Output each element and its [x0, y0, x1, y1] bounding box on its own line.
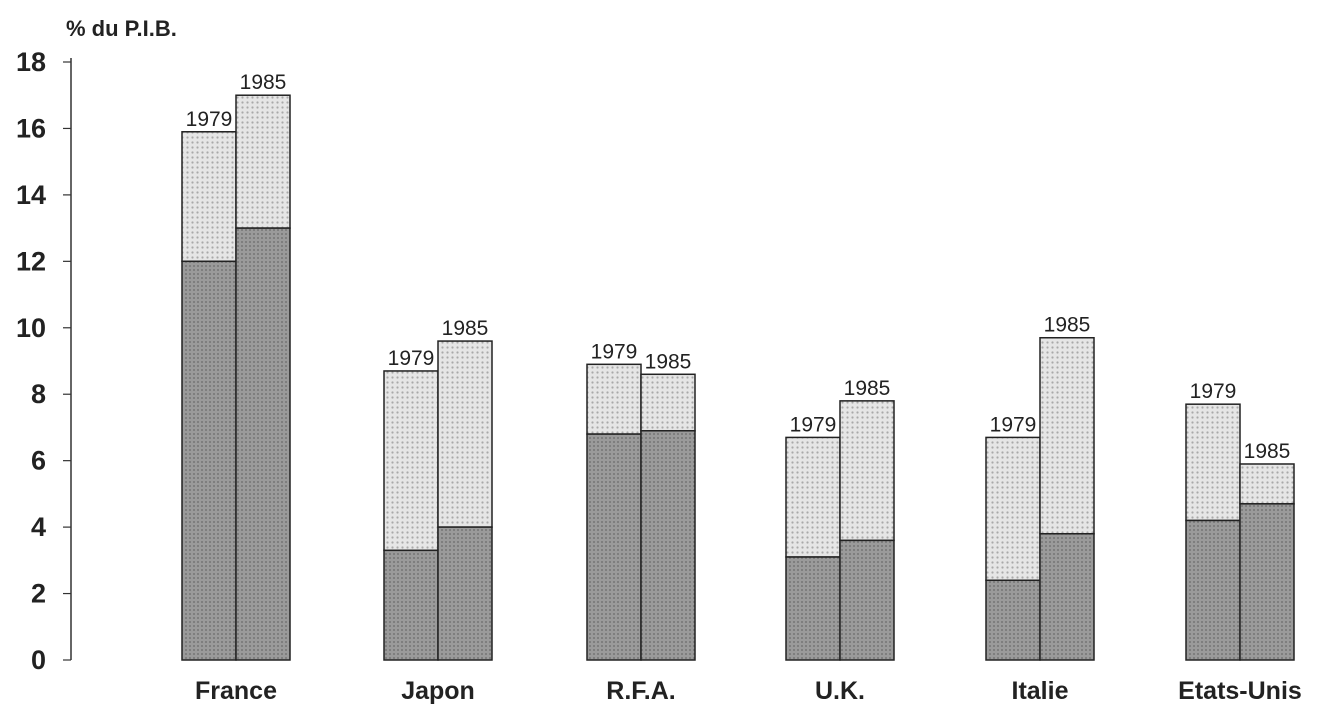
- bar-upper-segment: [640, 373, 696, 432]
- bar-lower-segment: [181, 260, 237, 661]
- y-tick-label: 16: [16, 113, 46, 143]
- x-axis-labels: France Japon R.F.A. U.K. Italie Etats-Unis: [195, 677, 1302, 705]
- y-tick-label: 8: [31, 379, 46, 409]
- bar-upper-segment: [1039, 336, 1095, 535]
- x-category-label: R.F.A.: [606, 677, 675, 705]
- bar-year-label: 1985: [442, 317, 489, 340]
- bar-lower-segment: [383, 549, 439, 661]
- bar-year-label: 1979: [790, 413, 837, 436]
- bar-upper-segment: [383, 370, 439, 552]
- bar-year-label: 1985: [844, 377, 891, 400]
- bar-year-label: 1979: [186, 108, 233, 131]
- bar-upper-segment: [785, 436, 841, 558]
- bar-lower-segment: [235, 227, 291, 661]
- bar-year-label: 1979: [990, 413, 1037, 436]
- bar-lower-segment: [1039, 533, 1095, 661]
- x-category-label: France: [195, 677, 277, 705]
- y-tick-label: 2: [31, 579, 46, 609]
- bar-upper-segment: [586, 363, 642, 435]
- bar-year-label: 1979: [1190, 380, 1237, 403]
- bar-year-label: 1979: [388, 347, 435, 370]
- y-tick-label: 10: [16, 313, 46, 343]
- bar-upper-segment: [181, 131, 237, 263]
- y-axis-ticks: 0 2 4 6 8 10 12 14 16 18: [16, 47, 71, 675]
- bar-lower-segment: [985, 579, 1041, 661]
- bar-upper-segment: [1185, 403, 1241, 522]
- bar-lower-segment: [640, 430, 696, 661]
- bar-year-label: 1985: [645, 350, 692, 373]
- bar-lower-segment: [437, 526, 493, 661]
- bar-lower-segment: [1185, 519, 1241, 661]
- bar-year-label: 1985: [240, 71, 287, 94]
- x-category-label: Italie: [1012, 677, 1069, 705]
- y-tick-label: 12: [16, 246, 46, 276]
- bar-lower-segment: [1239, 503, 1295, 661]
- bar-lower-segment: [785, 556, 841, 661]
- bar-upper-segment: [437, 340, 493, 528]
- bar-upper-segment: [985, 436, 1041, 582]
- bar-lower-segment: [586, 433, 642, 661]
- x-category-label: Etats-Unis: [1178, 677, 1302, 705]
- y-tick-label: 6: [31, 446, 46, 476]
- y-tick-label: 0: [31, 645, 46, 675]
- bar-upper-segment: [839, 400, 895, 542]
- bar-upper-segment: [235, 94, 291, 229]
- bar-year-label: 1979: [591, 340, 638, 363]
- y-tick-label: 18: [16, 47, 46, 77]
- y-axis-label: % du P.I.B.: [66, 16, 177, 41]
- bar-upper-segment: [1239, 463, 1295, 505]
- x-category-label: Japon: [401, 677, 475, 705]
- x-category-label: U.K.: [815, 677, 865, 705]
- y-tick-label: 4: [31, 512, 46, 542]
- bar-year-label: 1985: [1044, 314, 1091, 337]
- bar-lower-segment: [839, 539, 895, 661]
- bar-year-label: 1985: [1244, 440, 1291, 463]
- bars-layer: 1979 1985 1979 1985 1979 1985 1979 1985 1979 1985…: [181, 71, 1295, 661]
- y-tick-label: 14: [16, 180, 46, 210]
